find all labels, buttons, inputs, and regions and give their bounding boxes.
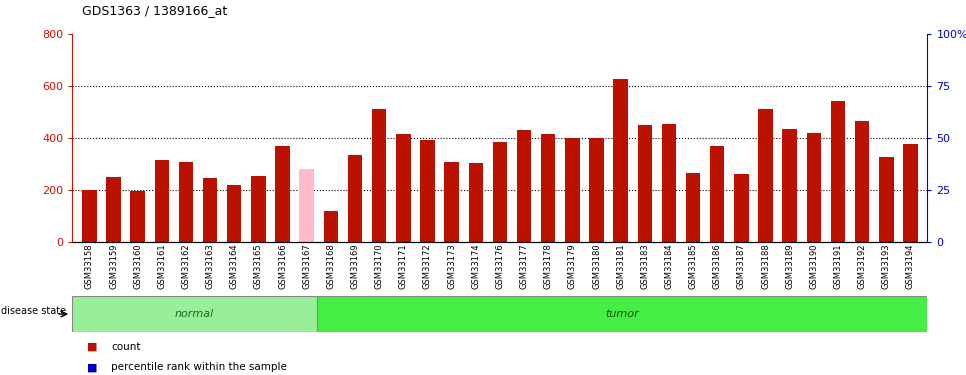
Bar bbox=[734, 174, 749, 242]
Bar bbox=[106, 177, 121, 242]
Bar bbox=[324, 211, 338, 242]
Bar bbox=[638, 125, 652, 242]
Bar bbox=[855, 121, 869, 242]
Bar bbox=[72, 296, 317, 332]
Bar bbox=[662, 123, 676, 242]
Text: GDS1363 / 1389166_at: GDS1363 / 1389166_at bbox=[82, 4, 227, 17]
Bar bbox=[782, 129, 797, 242]
Bar bbox=[251, 176, 266, 242]
Bar bbox=[493, 142, 507, 242]
Bar bbox=[469, 162, 483, 242]
Bar bbox=[420, 140, 435, 242]
Bar bbox=[372, 109, 386, 242]
Text: ■: ■ bbox=[87, 342, 98, 352]
Bar bbox=[831, 101, 845, 242]
Bar bbox=[203, 178, 217, 242]
Text: percentile rank within the sample: percentile rank within the sample bbox=[111, 363, 287, 372]
Bar bbox=[396, 134, 411, 242]
Bar bbox=[155, 160, 169, 242]
Bar bbox=[541, 134, 555, 242]
Bar bbox=[686, 174, 700, 242]
Text: disease state: disease state bbox=[2, 306, 67, 315]
Bar bbox=[130, 190, 145, 242]
Text: tumor: tumor bbox=[606, 309, 639, 319]
Bar bbox=[807, 133, 821, 242]
Text: normal: normal bbox=[175, 309, 214, 319]
Bar bbox=[903, 144, 918, 242]
Bar bbox=[517, 130, 531, 242]
Text: ■: ■ bbox=[87, 363, 98, 372]
Bar bbox=[179, 162, 193, 242]
Bar bbox=[348, 155, 362, 242]
Bar bbox=[82, 190, 97, 242]
Bar bbox=[299, 168, 314, 242]
Bar bbox=[565, 138, 580, 242]
Bar bbox=[444, 162, 459, 242]
Bar bbox=[317, 296, 927, 332]
Bar bbox=[710, 146, 724, 242]
Bar bbox=[613, 79, 628, 242]
Text: count: count bbox=[111, 342, 141, 352]
Bar bbox=[589, 138, 604, 242]
Bar bbox=[879, 156, 894, 242]
Bar bbox=[275, 146, 290, 242]
Bar bbox=[758, 109, 773, 242]
Bar bbox=[227, 184, 242, 242]
